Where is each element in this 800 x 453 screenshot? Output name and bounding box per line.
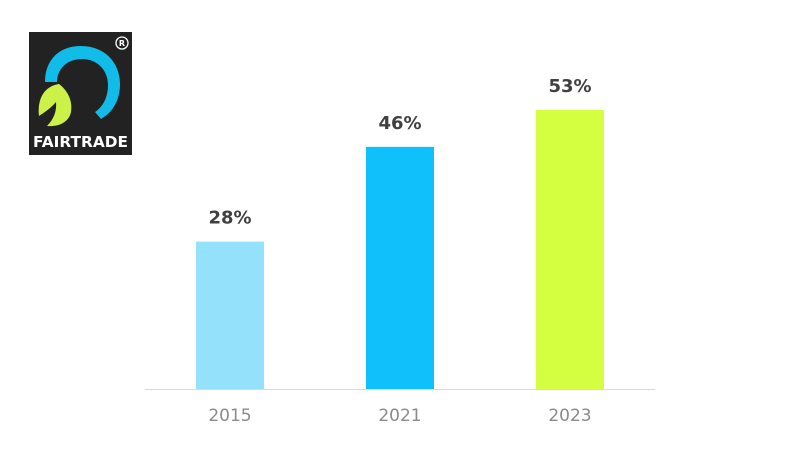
x-tick-label-2021: 2021 xyxy=(378,406,421,426)
registered-mark-icon xyxy=(115,36,129,50)
x-axis-tick-labels: 2015 2021 2023 xyxy=(208,406,591,426)
logo-green-leaf-icon xyxy=(38,84,72,127)
x-tick-label-2015: 2015 xyxy=(208,406,251,426)
logo-figure-head-icon xyxy=(79,60,97,78)
bar-2015 xyxy=(196,241,264,389)
bar-2023 xyxy=(536,110,604,389)
fairtrade-logo: R FAIRTRADE xyxy=(29,32,132,155)
bar-series xyxy=(196,110,604,389)
registered-mark-letter: R xyxy=(119,39,125,48)
value-labels: 28% 46% 53% xyxy=(208,76,591,229)
logo-figure-body-icon xyxy=(69,81,100,112)
value-label-2023: 53% xyxy=(548,76,591,97)
logo-blue-shape-icon xyxy=(45,46,120,119)
x-tick-label-2023: 2023 xyxy=(548,406,591,426)
value-label-2021: 46% xyxy=(378,113,421,134)
logo-wordmark: FAIRTRADE xyxy=(33,133,128,151)
value-label-2015: 28% xyxy=(208,208,251,229)
bar-2021 xyxy=(366,146,434,389)
